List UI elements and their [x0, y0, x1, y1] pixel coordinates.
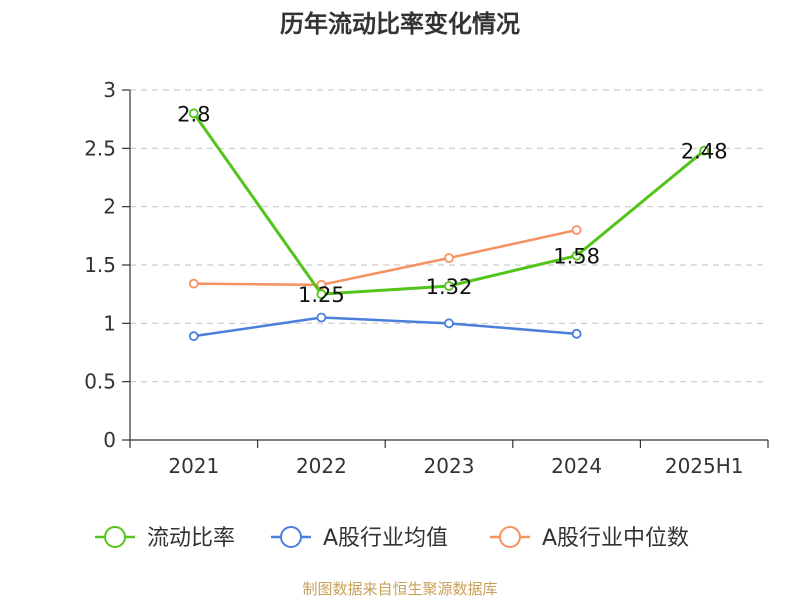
data-label: 2.48: [681, 140, 728, 164]
data-point[interactable]: [188, 108, 199, 119]
y-tick-label: 1.5: [84, 253, 116, 277]
legend: 流动比率 A股行业均值 A股行业中位数: [95, 526, 689, 551]
data-point[interactable]: [571, 225, 582, 235]
y-tick-label: 1: [103, 311, 116, 335]
data-point[interactable]: [699, 145, 710, 156]
y-tick-label: 2.5: [84, 136, 116, 160]
series-line: [193, 316, 577, 338]
data-label: 1.58: [553, 245, 600, 269]
data-point[interactable]: [571, 250, 582, 261]
y-tick-label: 3: [103, 78, 116, 102]
data-source-note: 制图数据来自恒生聚源数据库: [302, 580, 498, 598]
legend-marker[interactable]: [280, 526, 302, 548]
data-label: 1.32: [426, 275, 473, 299]
data-point[interactable]: [188, 278, 199, 289]
series-layer: [188, 108, 710, 342]
chart-title: 历年流动比率变化情况: [280, 10, 520, 38]
data-point[interactable]: [316, 312, 327, 323]
legend-marker[interactable]: [104, 526, 126, 548]
x-tick-label: 2025H1: [665, 454, 744, 478]
data-point[interactable]: [444, 318, 454, 329]
legend-marker[interactable]: [499, 526, 521, 548]
x-tick-label: 2023: [424, 454, 475, 478]
axes: 0 0.5 1 1.5 2 2.5 3 2021 2022 2023 2024 2025H1: [84, 78, 769, 478]
legend-label[interactable]: A股行业均值: [323, 526, 448, 551]
data-point[interactable]: [316, 279, 327, 290]
x-tick-label: 2021: [168, 454, 219, 478]
data-point[interactable]: [316, 289, 327, 300]
y-tick-label: 2: [103, 195, 116, 219]
x-tick-label: 2024: [551, 454, 602, 478]
grid-lines: [130, 89, 768, 383]
series-line: [192, 112, 706, 296]
data-point[interactable]: [444, 253, 454, 263]
legend-label[interactable]: 流动比率: [147, 526, 235, 551]
data-point[interactable]: [188, 331, 199, 342]
data-point[interactable]: [571, 328, 582, 339]
y-tick-label: 0.5: [84, 370, 116, 394]
data-point[interactable]: [444, 281, 454, 291]
series-line: [193, 228, 577, 287]
data-label: 2.8: [177, 102, 210, 126]
data-label: 1.25: [298, 283, 345, 307]
y-tick-label: 0: [103, 428, 116, 452]
x-tick-label: 2022: [296, 454, 347, 478]
legend-label[interactable]: A股行业中位数: [542, 526, 689, 551]
data-labels: 2.8 1.25 1.32 1.58 2.48: [177, 102, 727, 307]
